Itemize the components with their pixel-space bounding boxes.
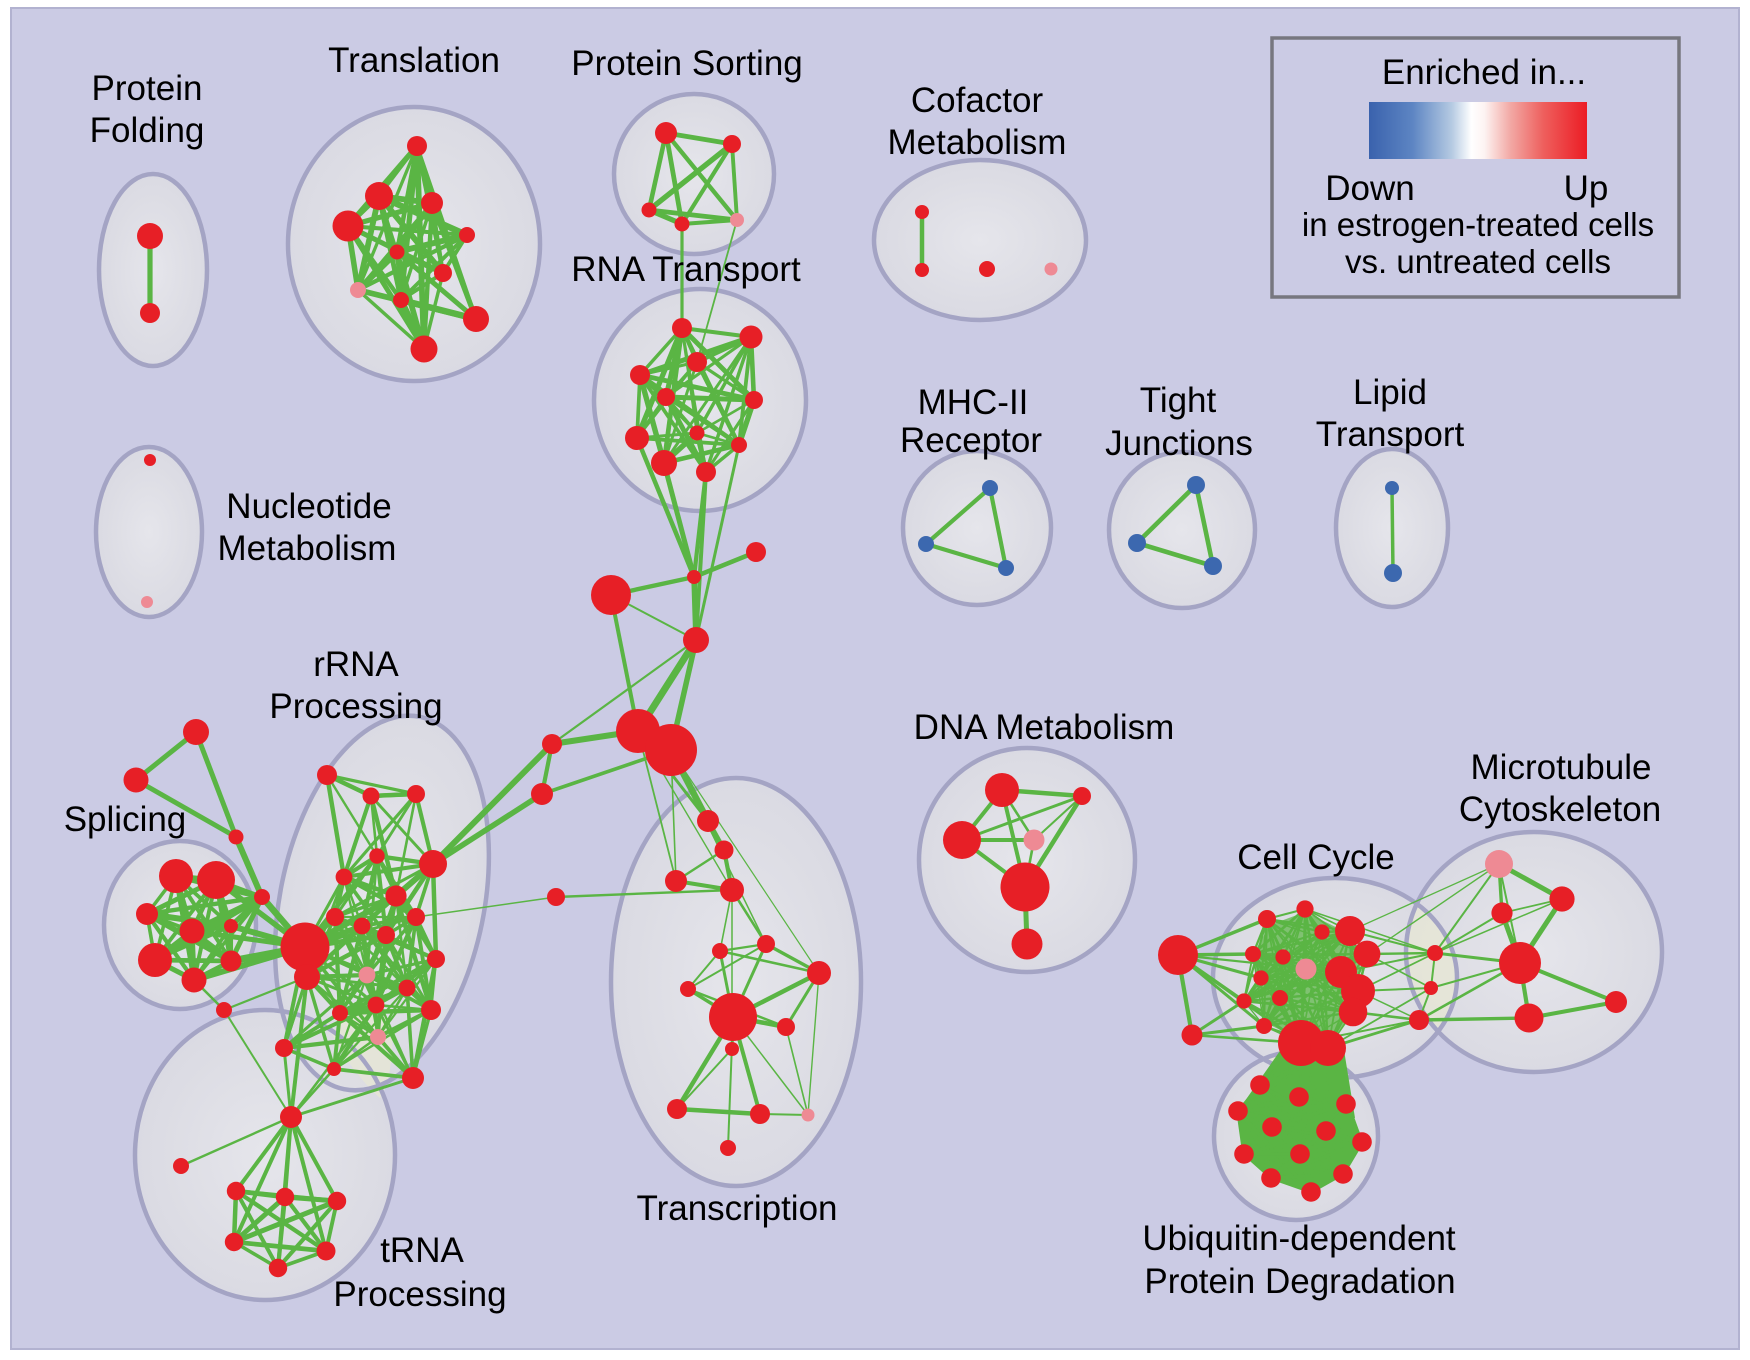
svg-text:Transport: Transport [1316, 415, 1465, 454]
svg-text:Processing: Processing [269, 687, 442, 726]
svg-text:Cytoskeleton: Cytoskeleton [1459, 790, 1661, 829]
svg-text:Protein: Protein [92, 69, 203, 108]
svg-text:rRNA: rRNA [313, 645, 399, 684]
svg-text:Processing: Processing [333, 1275, 506, 1314]
svg-text:Cell Cycle: Cell Cycle [1237, 838, 1395, 877]
svg-text:Protein Sorting: Protein Sorting [571, 44, 803, 83]
svg-text:Folding: Folding [90, 111, 205, 150]
svg-text:Cofactor: Cofactor [911, 81, 1044, 120]
svg-text:Protein Degradation: Protein Degradation [1144, 1262, 1455, 1301]
svg-text:vs. untreated cells: vs. untreated cells [1345, 243, 1611, 280]
svg-text:Up: Up [1564, 169, 1609, 208]
svg-text:DNA Metabolism: DNA Metabolism [914, 708, 1175, 747]
svg-text:MHC-II: MHC-II [918, 383, 1029, 422]
svg-text:Enriched in...: Enriched in... [1382, 53, 1586, 92]
svg-text:Microtubule: Microtubule [1471, 748, 1652, 787]
svg-text:Down: Down [1325, 169, 1414, 208]
svg-text:Junctions: Junctions [1105, 424, 1253, 463]
svg-text:Tight: Tight [1140, 381, 1217, 420]
svg-text:tRNA: tRNA [380, 1231, 464, 1270]
svg-text:Splicing: Splicing [64, 800, 187, 839]
svg-text:Transcription: Transcription [637, 1189, 838, 1228]
svg-text:RNA Transport: RNA Transport [571, 250, 801, 289]
svg-text:Metabolism: Metabolism [888, 123, 1067, 162]
svg-text:Lipid: Lipid [1353, 373, 1427, 412]
svg-text:Nucleotide: Nucleotide [226, 487, 391, 526]
svg-text:in estrogen-treated cells: in estrogen-treated cells [1302, 206, 1654, 243]
svg-text:Ubiquitin-dependent: Ubiquitin-dependent [1142, 1219, 1456, 1258]
svg-text:Metabolism: Metabolism [218, 529, 397, 568]
svg-text:Translation: Translation [328, 41, 500, 80]
svg-text:Receptor: Receptor [900, 421, 1042, 460]
